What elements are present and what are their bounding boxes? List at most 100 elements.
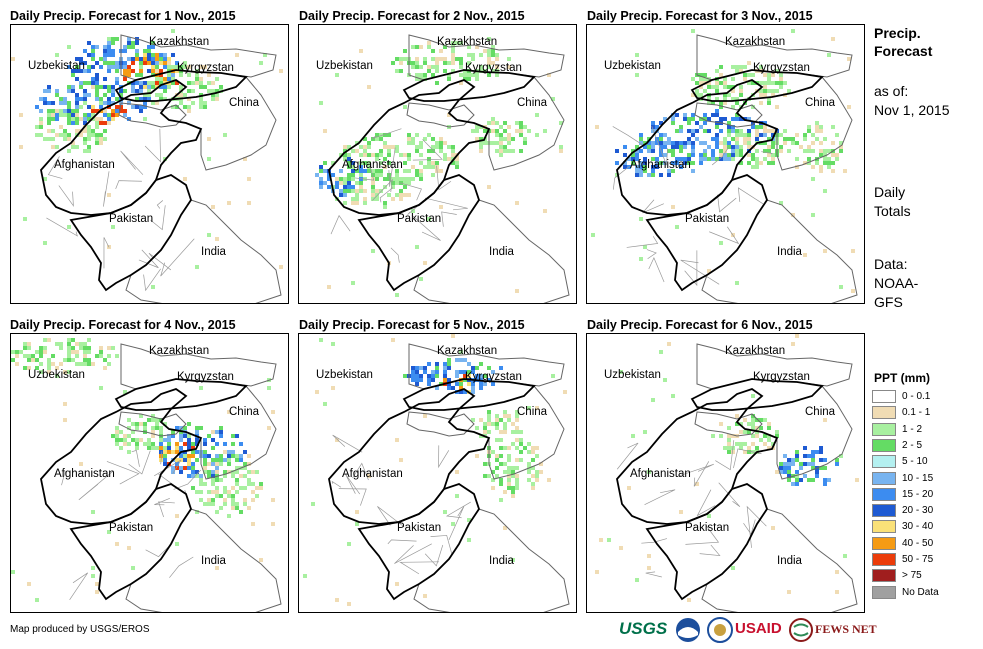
china-boundary — [185, 76, 277, 171]
legend-label: 20 - 30 — [902, 505, 934, 517]
kyrgyzstan-outline — [690, 69, 824, 102]
province-boundary — [354, 166, 375, 181]
province-boundary — [103, 171, 110, 207]
province-boundary — [352, 462, 369, 481]
afghanistan-outline — [616, 79, 779, 216]
label-pakistan: Pakistan — [109, 522, 153, 534]
province-boundary — [448, 506, 465, 541]
province-boundary — [46, 217, 78, 237]
legend-swatch — [872, 471, 896, 485]
label-afghanistan: Afghanistan — [630, 468, 691, 480]
legend-label: 30 - 40 — [902, 521, 934, 533]
data-source-line2: NOAA- — [874, 275, 919, 291]
province-boundary — [158, 501, 175, 518]
precip-map-day-4: Kazakhstan Uzbekistan Kyrgyzstan China Afgha… — [11, 338, 282, 612]
province-boundary — [685, 523, 720, 545]
label-china: China — [805, 97, 836, 109]
kyrgyzstan-outline — [402, 378, 536, 411]
legend-swatch — [872, 455, 896, 469]
country-boundary — [406, 411, 475, 437]
province-boundary — [398, 182, 422, 201]
as-of-label: as of: — [874, 83, 909, 99]
legend-swatch — [872, 504, 896, 518]
province-boundary — [338, 488, 367, 506]
province-boundary — [169, 556, 194, 578]
precip-raster — [11, 338, 275, 602]
province-boundary — [345, 473, 361, 495]
footer-credit: Map produced by USGS/EROS — [10, 624, 150, 635]
legend-swatch — [872, 520, 896, 534]
province-boundary — [377, 506, 405, 528]
province-boundary — [737, 187, 764, 205]
usaid-logo: USAID — [735, 620, 782, 637]
pakistan-outline — [69, 174, 192, 292]
province-boundary — [407, 206, 418, 215]
province-boundary — [761, 151, 773, 154]
data-source-block: Data: NOAA- GFS — [874, 255, 918, 312]
legend-label: 0.1 - 1 — [902, 407, 931, 419]
label-afghanistan: Afghanistan — [342, 468, 403, 480]
label-pakistan: Pakistan — [397, 213, 441, 225]
map-panel-day-3: Kazakhstan Uzbekistan Kyrgyzstan China Afgha… — [586, 24, 865, 304]
as-of-date: Nov 1, 2015 — [874, 102, 950, 118]
legend-swatch — [872, 585, 896, 599]
province-boundary — [612, 126, 643, 145]
country-boundary — [694, 411, 763, 437]
province-boundary — [330, 214, 351, 235]
province-boundary — [436, 165, 452, 191]
province-boundary — [115, 180, 142, 190]
province-boundary — [106, 461, 140, 485]
province-boundary — [394, 543, 432, 564]
totals-line1: Daily — [874, 184, 906, 200]
province-boundary — [648, 257, 665, 283]
precip-map-day-6: Kazakhstan Uzbekistan Kyrgyzstan China Afgha… — [595, 334, 859, 612]
province-boundary — [160, 238, 195, 277]
legend-label: > 75 — [902, 570, 922, 582]
province-boundary — [390, 247, 400, 263]
province-boundary — [699, 544, 721, 556]
province-boundary — [371, 128, 402, 140]
label-uzbekistan: Uzbekistan — [28, 369, 85, 381]
pakistan-outline — [645, 174, 768, 292]
totals-block: Daily Totals — [874, 183, 911, 221]
kyrgyzstan-outline — [114, 69, 248, 102]
province-boundary — [430, 535, 453, 555]
pakistan-outline — [69, 483, 192, 601]
state-seal-logo — [707, 617, 733, 643]
label-china: China — [229, 406, 260, 418]
province-boundary — [709, 226, 740, 245]
country-boundary — [406, 102, 475, 128]
province-boundary — [441, 211, 457, 227]
label-kazakhstan: Kazakhstan — [725, 36, 785, 48]
label-pakistan: Pakistan — [397, 522, 441, 534]
province-boundary — [616, 442, 639, 470]
label-kyrgyzstan: Kyrgyzstan — [177, 371, 234, 383]
legend-swatch — [872, 536, 896, 550]
data-source-line1: Data: — [874, 256, 908, 272]
province-boundary — [332, 434, 363, 453]
panel-title-day-2: Daily Precip. Forecast for 2 Nov., 2015 — [299, 9, 525, 23]
legend-label: 50 - 75 — [902, 554, 934, 565]
china-boundary — [185, 385, 277, 480]
province-boundary — [677, 463, 714, 477]
province-boundary — [645, 571, 662, 578]
province-boundary — [641, 538, 668, 544]
province-boundary — [718, 482, 741, 507]
province-boundary — [680, 259, 720, 285]
label-china: China — [517, 406, 548, 418]
label-india: India — [201, 246, 227, 258]
province-boundary — [154, 497, 170, 506]
province-boundary — [160, 451, 163, 465]
precip-raster — [595, 334, 859, 602]
precip-map-day-5: Kazakhstan Uzbekistan Kyrgyzstan China Afgha… — [303, 334, 570, 612]
province-boundary — [424, 197, 468, 211]
legend-label: 0 - 0.1 — [902, 391, 931, 402]
label-afghanistan: Afghanistan — [54, 159, 115, 171]
label-india: India — [201, 555, 227, 567]
country-boundary — [118, 102, 187, 128]
noaa-logo — [676, 618, 700, 642]
legend-swatch — [872, 553, 896, 566]
legend-label: 5 - 10 — [902, 456, 928, 468]
label-kazakhstan: Kazakhstan — [437, 345, 497, 357]
legend-label: 2 - 5 — [902, 439, 923, 451]
